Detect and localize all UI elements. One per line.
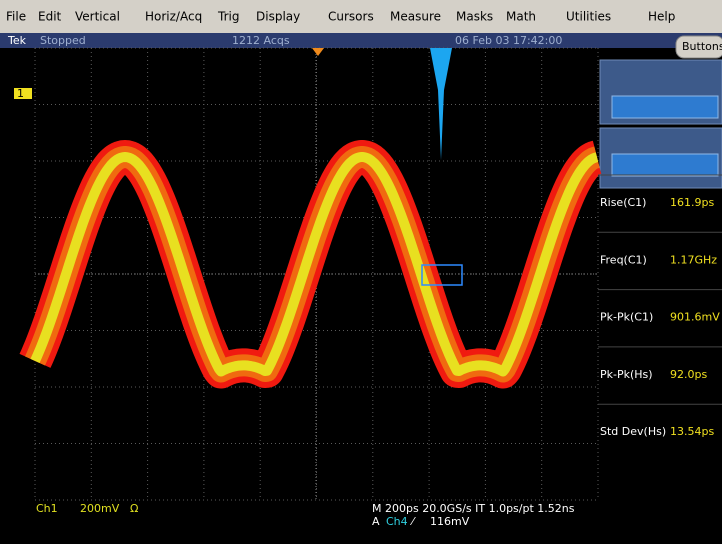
readout-scale: 200mV [80, 502, 120, 515]
readout-timebase: M 200ps 20.0GS/s IT 1.0ps/pt 1.52ns [372, 502, 575, 515]
measurement-value: 161.9ps [670, 196, 714, 209]
menu-item[interactable]: Display [256, 10, 300, 24]
readout-trigger-prefix: A [372, 515, 380, 528]
menu-item[interactable]: Vertical [75, 10, 120, 24]
channel-marker-label: 1 [17, 87, 24, 100]
readout-trigger-level: 116mV [430, 515, 470, 528]
menu-item[interactable]: Horiz/Acq [145, 10, 202, 24]
menu-item[interactable]: Utilities [566, 10, 611, 24]
menu-item[interactable]: Masks [456, 10, 493, 24]
page: File Edit Vertical Horiz/Acq Trig Display Curs… [0, 0, 722, 544]
menu-item[interactable]: Help [648, 10, 675, 24]
measurement-label: Pk-Pk(C1) [600, 311, 653, 324]
menu-item[interactable]: File [6, 10, 26, 24]
readout-channel: Ch1 [36, 502, 58, 515]
readout-coupling: Ω [130, 502, 138, 515]
date-time: 06 Feb 03 17:42:00 [455, 34, 562, 47]
status-bar [0, 33, 722, 48]
measurement-value: 13.54ps [670, 425, 714, 438]
menu-item[interactable]: Edit [38, 10, 62, 24]
brand: Tek [7, 34, 27, 47]
scope-screen: File Edit Vertical Horiz/Acq Trig Display Curs… [0, 0, 722, 544]
control-field[interactable] [612, 154, 718, 176]
measurement-value: 1.17GHz [670, 253, 717, 266]
menu-item[interactable]: Trig [217, 10, 239, 24]
menu-item[interactable]: Math [506, 10, 536, 24]
readout-trigger-slope: ⁄ [409, 515, 416, 528]
menu-item[interactable]: Measure [390, 10, 441, 24]
measurement-label: Freq(C1) [600, 253, 647, 266]
measurement-label: Rise(C1) [600, 196, 646, 209]
measurement-label: Pk-Pk(Hs) [600, 368, 653, 381]
acq-count: 1212 Acqs [232, 34, 290, 47]
menu: File Edit Vertical Horiz/Acq Trig Display Curs… [6, 10, 675, 24]
histogram [430, 48, 452, 160]
buttons-label[interactable]: Buttons [682, 40, 722, 53]
readout-trigger-source: Ch4 [386, 515, 408, 528]
acq-state: Stopped [40, 34, 86, 47]
menu-item[interactable]: Cursors [328, 10, 374, 24]
trigger-position [312, 48, 324, 56]
control-field[interactable] [612, 96, 718, 118]
measurement-value: 92.0ps [670, 368, 707, 381]
measurement-value: 901.6mV [670, 311, 720, 324]
measurement-label: Std Dev(Hs) [600, 425, 666, 438]
